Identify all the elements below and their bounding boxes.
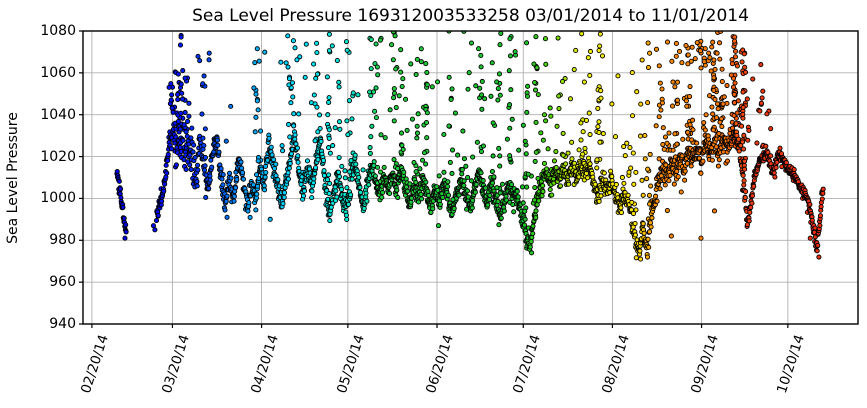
y-tick-label: 1040: [40, 106, 76, 123]
y-axis-label: Sea Level Pressure: [5, 112, 21, 244]
y-tick-label: 980: [49, 232, 76, 249]
y-tick-label: 960: [49, 274, 76, 291]
y-tick-label: 940: [49, 316, 76, 332]
y-tick-label: 1060: [40, 64, 76, 81]
chart-title: Sea Level Pressure 169312003533258 03/01…: [192, 6, 749, 26]
y-tick-label: 1000: [40, 190, 76, 207]
y-tick-label: 1020: [40, 148, 76, 165]
y-tick-label: 1080: [40, 23, 76, 39]
